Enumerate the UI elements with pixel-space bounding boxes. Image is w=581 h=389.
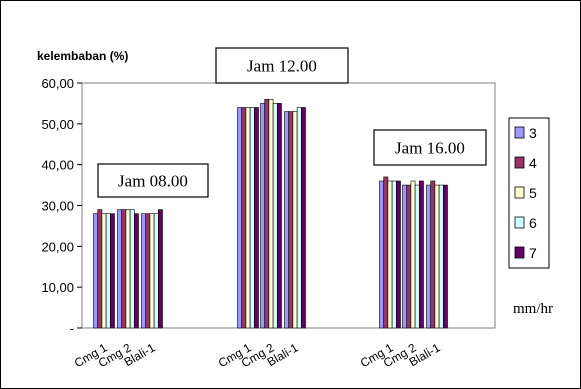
y-tick-label: 30,00 [41, 199, 74, 214]
bar [406, 184, 412, 329]
bar [121, 209, 127, 329]
bar [414, 184, 420, 329]
legend-label: 5 [529, 185, 537, 201]
bar [418, 180, 424, 329]
bar [249, 107, 255, 329]
bar [383, 176, 389, 329]
group-label-box [97, 163, 209, 198]
bar [284, 111, 289, 329]
bar [426, 184, 431, 329]
bar [379, 180, 384, 329]
bar [141, 213, 146, 329]
y-tick-label: 40,00 [41, 158, 74, 173]
bar [264, 99, 270, 329]
y-tick-label: 20,00 [41, 239, 74, 254]
bar [268, 99, 274, 329]
bar [300, 107, 306, 329]
bar [442, 184, 448, 329]
bar [245, 107, 251, 329]
y-axis-label: kelembaban (%) [37, 49, 128, 63]
y-tick-label: 50,00 [41, 117, 74, 132]
legend-swatch [514, 126, 525, 139]
bar [254, 107, 259, 329]
y-tick-label: 60,00 [41, 76, 74, 91]
legend-label: 4 [529, 155, 537, 171]
bar [237, 107, 242, 329]
bar [387, 180, 393, 329]
legend-swatch [514, 246, 525, 259]
bar [158, 209, 163, 329]
group-label: Jam 16.00 [395, 139, 465, 158]
bar [241, 107, 247, 329]
legend-label: 7 [529, 245, 537, 261]
bar [149, 213, 155, 329]
legend-swatch [514, 156, 525, 169]
bar [434, 184, 440, 329]
legend: 3 4 5 6 7 [508, 117, 550, 269]
group-label: Jam 12.00 [247, 57, 317, 76]
bar [292, 111, 298, 329]
unit-label: mm/hr [513, 301, 553, 317]
bar [288, 111, 294, 329]
legend-swatch [514, 216, 525, 229]
bar [395, 180, 401, 329]
bar [260, 103, 265, 329]
bar [430, 180, 436, 329]
bar [101, 213, 107, 329]
legend-label: 6 [529, 215, 537, 231]
bar [145, 213, 151, 329]
legend-swatch [514, 186, 525, 199]
bar [296, 107, 302, 329]
legend-label: 3 [529, 125, 537, 141]
bar [125, 209, 131, 329]
bar [402, 184, 407, 329]
y-tick-label: 10,00 [41, 280, 74, 295]
bar [105, 213, 111, 329]
bar [391, 180, 397, 329]
bar [117, 209, 122, 329]
bar [410, 180, 416, 329]
bar [129, 209, 135, 329]
bar [93, 213, 98, 329]
bar [438, 184, 444, 329]
group-label: Jam 08.00 [118, 172, 188, 191]
bar [153, 213, 159, 329]
group-label-box [373, 129, 487, 166]
bar [97, 209, 103, 329]
bar [272, 103, 278, 329]
bar [134, 213, 139, 329]
group-label-box [215, 47, 349, 84]
bar [276, 103, 282, 329]
bar [110, 213, 115, 329]
y-tick-label: - [70, 321, 74, 336]
